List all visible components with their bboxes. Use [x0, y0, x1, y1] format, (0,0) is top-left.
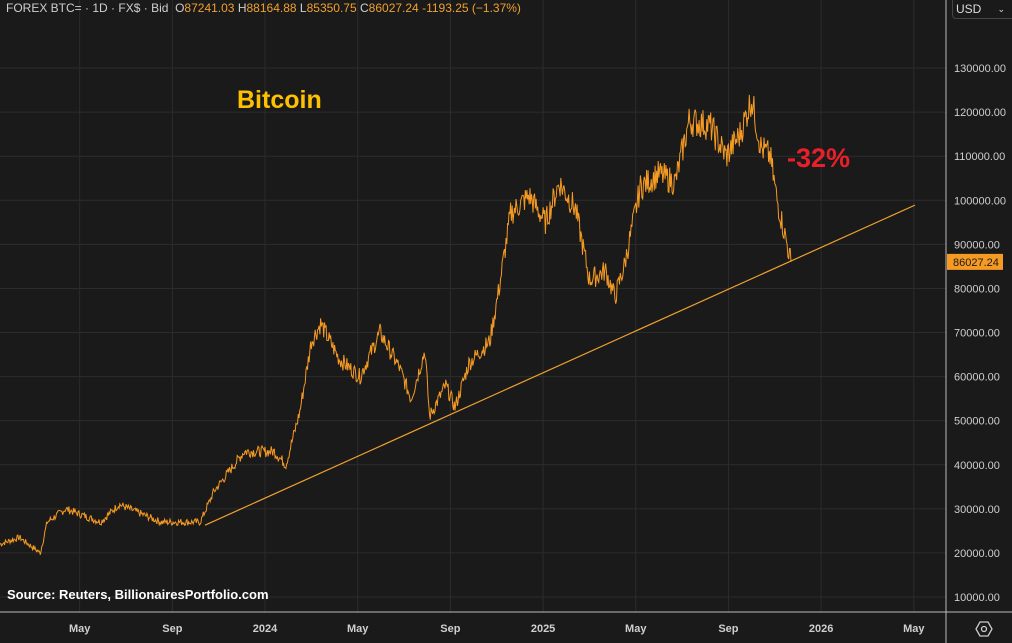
chart-title: Bitcoin — [237, 86, 322, 114]
change-value: -1193.25 (−1.37%) — [422, 1, 521, 15]
ohlc-header: FOREX BTC= · 1D · FX$ · Bid O87241.03 H8… — [6, 1, 521, 15]
drawdown-annotation: -32% — [787, 143, 851, 173]
x-tick-label: May — [347, 623, 369, 635]
x-tick-label: Sep — [440, 623, 460, 635]
x-tick-label: 2024 — [253, 623, 278, 635]
source-annotation: Source: Reuters, BillionairesPortfolio.c… — [7, 587, 269, 602]
high-label: H — [237, 1, 247, 15]
y-tick-label: 110000.00 — [954, 151, 1005, 163]
y-tick-label: 30000.00 — [954, 504, 1000, 516]
trendline — [204, 204, 916, 526]
x-tick-label: 2025 — [531, 623, 555, 635]
y-tick-label: 90000.00 — [954, 239, 1000, 251]
x-tick-label: May — [69, 623, 91, 635]
last-price-label: 86027.24 — [953, 257, 999, 269]
source-label: FX$ — [118, 1, 141, 15]
high-value: 88164.88 — [246, 1, 297, 15]
interval-label[interactable]: 1D — [92, 1, 108, 15]
low-value: 85350.75 — [306, 1, 357, 15]
y-tick-label: 70000.00 — [954, 328, 1000, 340]
y-tick-label: 100000.00 — [954, 195, 1006, 207]
y-tick-label: 50000.00 — [954, 416, 1000, 428]
settings-icon[interactable] — [975, 620, 993, 638]
x-tick-label: Sep — [162, 623, 182, 635]
y-tick-label: 130000.00 — [954, 63, 1006, 75]
close-value: 86027.24 — [368, 1, 419, 15]
x-tick-label: May — [903, 623, 925, 635]
close-label: C — [360, 1, 369, 15]
price-line — [0, 94, 792, 555]
currency-value: USD — [956, 2, 982, 16]
y-tick-label: 10000.00 — [954, 592, 1000, 604]
x-tick-label: 2026 — [809, 623, 833, 635]
y-tick-label: 20000.00 — [954, 548, 1000, 560]
last-price-tag — [947, 253, 1003, 270]
x-tick-label: May — [625, 623, 647, 635]
y-tick-label: 40000.00 — [954, 460, 1000, 472]
instrument-label: FOREX BTC= — [6, 1, 82, 15]
chevron-down-icon: ⌄ — [997, 4, 1005, 14]
currency-select[interactable]: USD ⌄ — [952, 0, 1012, 19]
y-tick-label: 60000.00 — [954, 372, 1000, 384]
y-tick-label: 80000.00 — [954, 283, 1000, 295]
low-label: L — [299, 1, 307, 15]
open-label: O — [175, 1, 185, 15]
y-tick-label: 120000.00 — [954, 107, 1006, 119]
x-tick-label: Sep — [718, 623, 738, 635]
side-label: Bid — [151, 1, 169, 15]
open-value: 87241.03 — [184, 1, 235, 15]
